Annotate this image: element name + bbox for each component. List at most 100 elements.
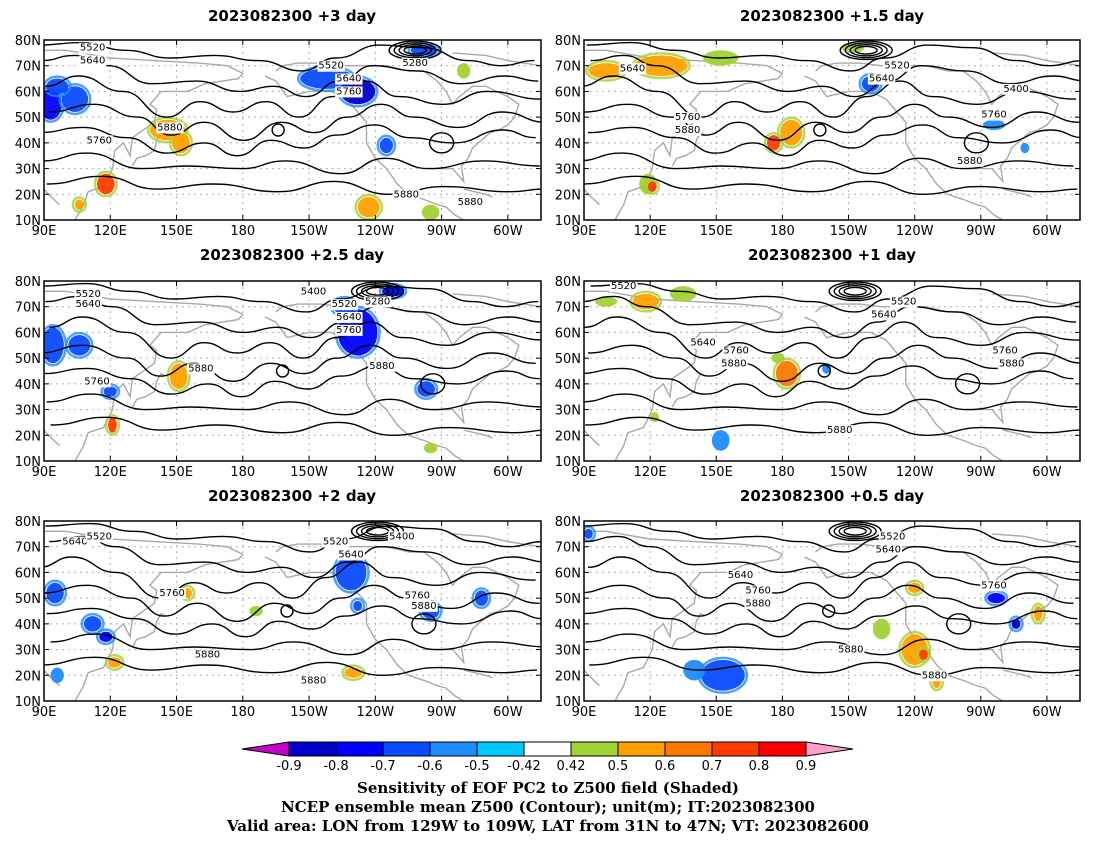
contour-label: 5640 (336, 312, 361, 323)
contour-label-bg (335, 73, 363, 85)
lon-tick-label: 150W (290, 465, 328, 480)
lat-tick-label: 50N (15, 111, 41, 126)
lat-tick-label: 30N (15, 163, 41, 178)
lat-tick-label: 20N (555, 429, 581, 444)
contour-label-bg (368, 360, 396, 372)
contour-label: 5640 (869, 74, 894, 85)
lon-tick-label: 120E (634, 465, 667, 480)
contour-label-bg (673, 125, 702, 136)
coastline (991, 533, 1080, 548)
lat-tick-label: 60N (555, 566, 581, 581)
z500-low-contour (360, 524, 395, 538)
contour-label-bg (673, 112, 702, 124)
contour-label-bg (193, 649, 222, 661)
z500-low-contour (833, 283, 877, 300)
z500-contour (584, 75, 1077, 118)
sensitivity-shading (357, 196, 380, 218)
lat-tick-label: 50N (555, 592, 581, 607)
contour-label: 5400 (301, 286, 326, 297)
lon-tick-label: 120W (896, 705, 934, 720)
caption-line-1: Sensitivity of EOF PC2 to Z500 field (Sh… (357, 779, 739, 797)
z500-contour (49, 316, 541, 359)
colorbar-swatch (523, 741, 572, 757)
sensitivity-shading (417, 381, 435, 397)
z500-cell-contour (963, 132, 990, 154)
lon-tick-label: 120E (94, 465, 127, 480)
z500-low-contour (355, 523, 400, 540)
sensitivity-shading (50, 667, 64, 683)
z500-low-contour (828, 281, 882, 302)
z500-contour (44, 282, 539, 313)
lat-tick-label: 20N (555, 188, 581, 203)
contour-label-bg (337, 549, 365, 561)
coastline (584, 530, 784, 701)
coastline (1002, 188, 1032, 198)
coastline (463, 188, 493, 198)
lon-tick-label: 120W (896, 465, 934, 480)
colorbar-swatch (570, 741, 619, 757)
sensitivity-shading-edge (104, 414, 121, 436)
contour-label-bg (403, 590, 432, 602)
contour-label-bg (363, 296, 392, 308)
lat-tick-label: 10N (15, 214, 41, 229)
z500-low-contour (849, 43, 883, 57)
contour-label-bg (74, 299, 102, 311)
lon-tick-label: 150E (160, 465, 193, 480)
lon-tick-label: 90E (572, 224, 597, 239)
z500-cell-contour (946, 613, 972, 635)
coastline (1002, 669, 1032, 679)
colorbar-tick-label: -0.9 (276, 759, 301, 774)
coastline (991, 293, 1080, 308)
lon-tick-label: 120W (356, 465, 394, 480)
lat-tick-label: 30N (15, 404, 41, 419)
z500-low-contour (403, 45, 427, 55)
colorbar: -0.9 -0.8 -0.7 -0.6 -0.5 -0.42 0.42 0.5 0.6 0.7 0.… (241, 741, 854, 774)
z500-low-contour (844, 42, 888, 59)
contour-label-bg (456, 197, 485, 208)
lon-tick-label: 150E (700, 224, 733, 239)
contour-label: 5760 (981, 580, 1006, 591)
z500-cell-contour (428, 132, 455, 154)
contour-label: 5520 (880, 531, 905, 542)
sensitivity-shading (588, 63, 624, 79)
colorbar-swatch (617, 741, 666, 757)
z500-contour (584, 584, 1074, 623)
z500-contour (584, 522, 1077, 553)
contour-label: 5280 (402, 58, 427, 69)
lon-tick-label: 150W (290, 705, 328, 720)
colorbar-swatch (664, 741, 713, 757)
contour-label: 5880 (999, 358, 1024, 369)
sensitivity-shading (74, 199, 84, 210)
z500-cell-contour (817, 364, 831, 378)
lon-tick-label: 60W (493, 224, 523, 239)
contour-label-bg (980, 580, 1008, 592)
map-frame (583, 520, 1081, 702)
contour-label: 5880 (827, 425, 852, 436)
panel-title: 2023082300 +1.5 day (740, 7, 924, 25)
contour-label-bg (920, 670, 949, 682)
z500-contour (49, 103, 541, 142)
sensitivity-shading (711, 430, 730, 451)
lat-tick-label: 20N (15, 188, 41, 203)
contour-label-bg (317, 60, 345, 72)
sensitivity-shading (983, 119, 1006, 130)
z500-cell-contour (954, 373, 981, 395)
coastline (671, 612, 706, 648)
lon-tick-label: 90E (572, 705, 597, 720)
lat-tick-label: 50N (555, 111, 581, 126)
z500-contour (50, 633, 541, 656)
z500-contour (584, 152, 1074, 175)
sensitivity-shading-edge (898, 630, 932, 669)
lat-tick-label: 80N (15, 34, 41, 49)
contour-label-bg (78, 42, 107, 54)
lat-tick-label: 30N (15, 644, 41, 659)
lat-tick-label: 50N (15, 352, 41, 367)
sensitivity-shading (44, 327, 64, 364)
contour-label: 5880 (411, 601, 436, 612)
z500-contour (584, 393, 1078, 416)
lon-tick-label: 120E (634, 224, 667, 239)
panel-title: 2023082300 +1 day (748, 246, 916, 264)
colorbar-swatch (429, 741, 478, 757)
z500-low-contour (365, 526, 390, 536)
